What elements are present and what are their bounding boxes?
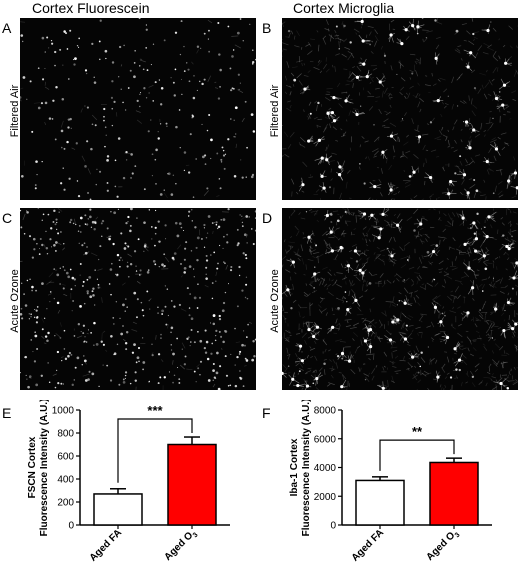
significance-label: *** bbox=[147, 403, 163, 418]
y-tick-label: 2000 bbox=[314, 492, 337, 503]
y-axis-label-line1: Iba-1 Cortex bbox=[289, 438, 300, 496]
y-tick-label: 0 bbox=[68, 521, 74, 532]
y-tick-label: 1000 bbox=[52, 406, 75, 417]
panel-letter-c: C bbox=[2, 210, 13, 226]
y-tick-label: 0 bbox=[330, 521, 336, 532]
y-tick-label: 200 bbox=[57, 498, 74, 509]
row-label-filtered-air-right: Filtered Air bbox=[269, 84, 281, 138]
column-title-microglia: Cortex Microglia bbox=[293, 0, 395, 16]
panel-letter-b: B bbox=[262, 20, 272, 36]
row-label-acute-ozone-right: Acute Ozone bbox=[269, 269, 281, 333]
y-tick-label: 400 bbox=[57, 475, 74, 486]
micrograph-a bbox=[20, 18, 256, 200]
micrograph-b bbox=[282, 18, 518, 200]
significance-bracket bbox=[379, 439, 455, 471]
x-tick-label: Aged FA bbox=[88, 527, 124, 562]
panel-letter-f: F bbox=[262, 405, 271, 421]
bar bbox=[429, 461, 479, 526]
panel-letter-d: D bbox=[262, 210, 273, 226]
x-tick-label: Aged O3 bbox=[162, 527, 199, 562]
panel-letter-a: A bbox=[2, 20, 12, 36]
y-tick-label: 6000 bbox=[314, 434, 337, 445]
x-tick-label: Aged FA bbox=[350, 527, 386, 562]
bar-chart-f: 0 2000 4000 6000 8000 Iba-1 Cortex Fluorescenc… bbox=[289, 400, 492, 562]
micrograph-d bbox=[282, 208, 518, 390]
y-axis-label-line1: FSCN Cortex bbox=[27, 436, 38, 498]
x-tick-label: Aged O3 bbox=[424, 527, 461, 562]
bar bbox=[355, 479, 405, 526]
y-tick-label: 8000 bbox=[314, 406, 337, 417]
bar bbox=[93, 493, 143, 526]
panel-letter-e: E bbox=[2, 405, 12, 421]
micrograph-c bbox=[20, 208, 256, 390]
bar-chart-e: 0 200 400 600 800 1000 FSCN Cortex Fluorescence… bbox=[27, 400, 230, 562]
significance-label: ** bbox=[412, 424, 423, 439]
significance-bracket bbox=[117, 418, 193, 483]
y-tick-label: 800 bbox=[57, 429, 74, 440]
column-title-fluorescein: Cortex Fluorescein bbox=[32, 0, 150, 16]
y-axis-label-line2: Fluorescence Intensity (A.U.) bbox=[301, 400, 312, 536]
bar bbox=[167, 443, 217, 526]
y-tick-label: 600 bbox=[57, 452, 74, 463]
y-tick-label: 4000 bbox=[314, 463, 337, 474]
y-axis-label-line2: Fluorescence Intensity (A.U.) bbox=[39, 400, 50, 536]
